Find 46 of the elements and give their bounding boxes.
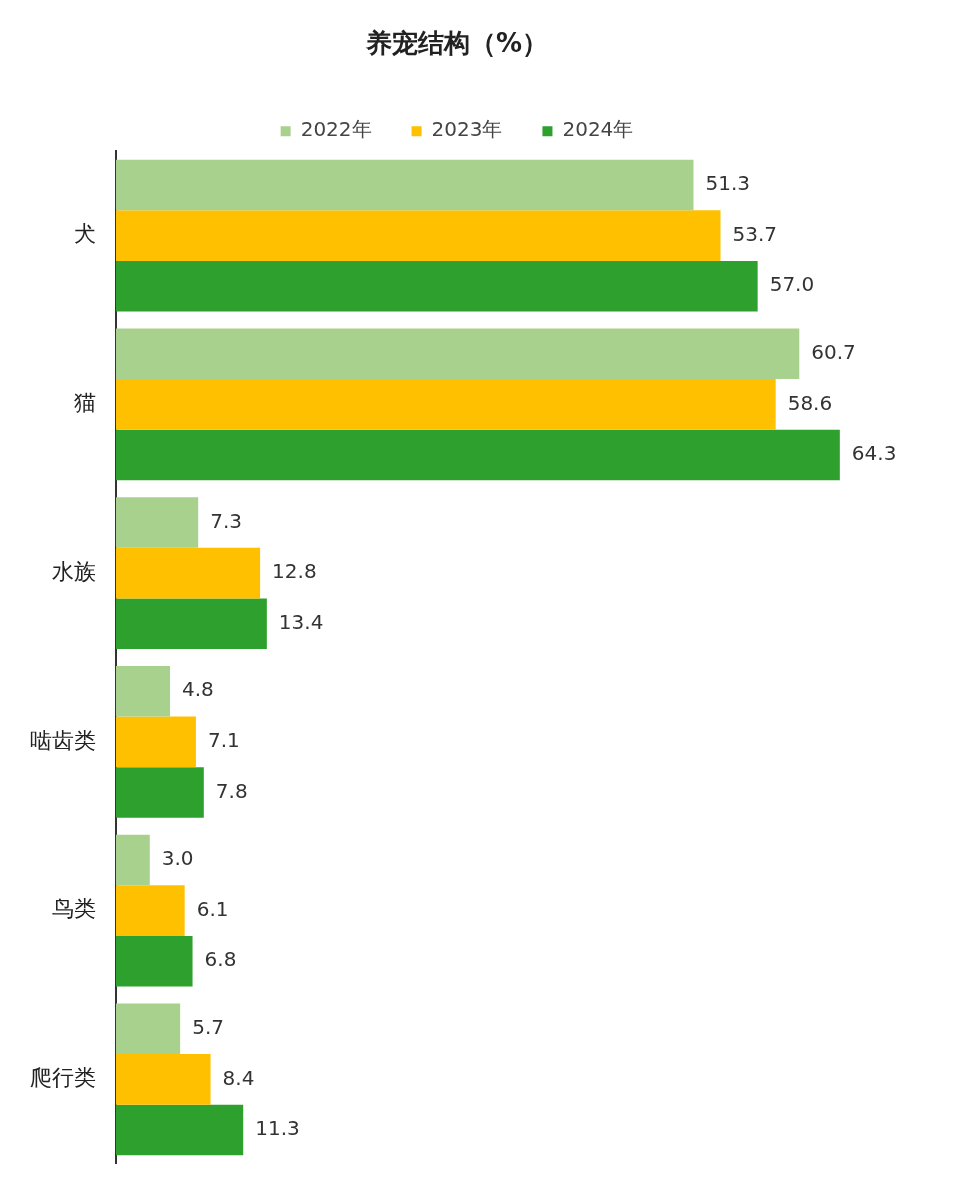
y-tick-label: 犬	[74, 221, 96, 247]
data-label: 3.0	[161, 846, 194, 871]
data-label: 57.0	[769, 272, 815, 297]
bar	[116, 716, 196, 768]
bar	[116, 834, 150, 886]
bar	[116, 935, 193, 987]
data-label: 7.8	[215, 778, 248, 803]
bar	[116, 260, 758, 312]
data-label: 7.1	[207, 728, 240, 753]
legend-label: 2023年	[431, 117, 503, 142]
bar	[116, 767, 204, 818]
bar	[116, 328, 800, 380]
y-tick-label: 水族	[52, 558, 96, 584]
bar	[116, 497, 199, 548]
data-label: 13.4	[278, 609, 324, 634]
bar	[116, 210, 721, 261]
y-tick-label: 爬行类	[30, 1065, 96, 1091]
legend-label: 2022年	[300, 117, 372, 142]
data-label: 6.8	[204, 947, 237, 972]
bar	[116, 885, 185, 936]
y-tick-label: 鸟类	[52, 896, 96, 922]
y-tick-label: 猫	[74, 390, 96, 416]
bar	[116, 379, 776, 430]
data-label: 4.8	[182, 677, 214, 702]
data-label: 5.7	[192, 1014, 224, 1039]
data-label: 8.4	[222, 1065, 255, 1090]
data-label: 11.3	[255, 1116, 300, 1141]
data-label: 53.7	[732, 221, 778, 246]
data-label: 58.6	[787, 390, 833, 415]
data-label: 64.3	[851, 441, 897, 466]
data-label: 60.7	[811, 339, 856, 364]
y-tick-label: 啮齿类	[30, 727, 96, 753]
bar	[116, 1003, 181, 1055]
bar	[116, 665, 171, 717]
bar	[116, 598, 267, 650]
bar	[116, 159, 694, 211]
data-label: 6.1	[196, 896, 229, 921]
chart-title: 养宠结构（%）	[364, 28, 549, 59]
legend-label: 2024年	[562, 117, 634, 142]
bar	[116, 1054, 211, 1105]
data-label: 51.3	[705, 171, 751, 196]
bar	[116, 547, 261, 599]
data-label: 7.3	[210, 508, 242, 533]
bar	[116, 429, 840, 481]
bar	[116, 1104, 244, 1156]
data-label: 12.8	[272, 559, 317, 584]
